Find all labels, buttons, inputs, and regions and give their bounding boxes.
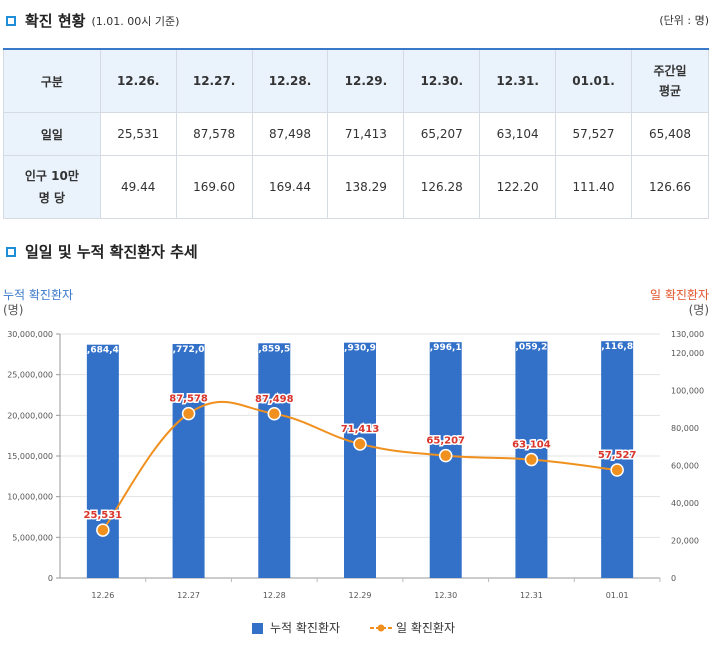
line-data-label: 63,104 [512,440,551,451]
table-cell: 169.44 [251,155,329,219]
table-cell: 87,578 [175,112,253,156]
line-data-label: 71,413 [341,424,380,435]
legend-label-cumulative: 누적 확진환자 [270,621,340,635]
bar-cumulative [344,342,376,578]
col-header: 12.30. [403,48,481,113]
bar-data-label: 28,996,169 [417,343,474,353]
bar-data-label: 28,684,473 [74,346,131,356]
table-cell: 138.29 [327,155,405,219]
status-table: 구분 12.26. 12.27. 12.28. 12.29. 12.30. 12… [3,48,709,219]
table-cell: 65,408 [631,112,709,156]
table-row: 인구 10만 명 당 49.44 169.60 169.44 138.29 12… [3,155,709,219]
table-cell: 57,527 [555,112,632,156]
bar-data-label: 28,930,962 [332,344,389,354]
left-tick-label: 10,000,000 [7,493,53,502]
row-header: 인구 10만 명 당 [3,155,101,219]
left-tick-label: 0 [48,574,53,583]
line-data-label: 65,207 [426,436,465,447]
table-cell: 49.44 [99,155,177,219]
table-corner-cell: 구분 [3,48,101,113]
table-cell: 126.28 [403,155,481,219]
line-data-label: 25,531 [84,510,123,521]
col-header: 12.27. [175,48,253,113]
daily-point [438,448,453,463]
section-title-status: 확진 현황 (1.01. 00시 기준) [6,10,179,31]
table-cell: 71,413 [327,112,405,156]
legend-swatch-dot [377,624,385,632]
bar-data-label: 28,772,051 [160,345,217,355]
table-cell: 122.20 [479,155,557,219]
right-tick-label: 20,000 [671,536,699,545]
left-tick-label: 20,000,000 [7,411,53,420]
x-tick-label: 12.26 [91,591,114,600]
x-tick-label: 12.30 [434,591,457,600]
col-header-weekly-avg: 주간일 평균 [631,48,709,113]
bar-cumulative [258,343,291,578]
table-cell: 126.66 [631,155,709,219]
right-tick-label: 130,000 [671,330,704,339]
bar-cumulative [86,344,119,578]
bar-cumulative [601,341,634,578]
right-tick-label: 60,000 [671,461,699,470]
left-axis-title: 누적 확진환자 [3,288,73,302]
x-tick-label: 12.27 [177,591,200,600]
trend-chart: 누적 확진환자 (명) 일 확진환자 (명) 0 5,000,000 10,000,… [3,288,709,635]
unit-label: (단위 : 명) [659,14,709,27]
line-data-label: 87,578 [169,394,208,405]
section-subtitle: (1.01. 00시 기준) [91,14,180,28]
section-title-text: 확진 현황 [25,12,86,30]
x-tick-label: 12.31 [520,591,543,600]
right-tick-label: 100,000 [671,386,704,395]
table-cell: 111.40 [555,155,632,219]
section-square-icon [6,246,16,257]
right-axis-unit: (명) [689,303,709,317]
line-data-label: 57,527 [598,450,637,461]
col-header: 12.28. [251,48,329,113]
left-axis-unit: (명) [3,303,23,317]
bar-data-label: 29,116,800 [589,342,646,352]
col-header: 12.26. [99,48,177,113]
bar-data-label: 28,859,549 [246,344,303,354]
table-header-row: 구분 12.26. 12.27. 12.28. 12.29. 12.30. 12… [3,48,709,113]
row-header: 일일 [3,112,101,156]
daily-point [181,406,196,421]
x-tick-label: 12.28 [263,591,286,600]
left-tick-label: 5,000,000 [12,533,53,542]
section-title-text: 일일 및 누적 확진환자 추세 [25,243,198,261]
line-data-label: 87,498 [255,394,294,405]
x-tick-label: 01.01 [606,591,629,600]
bar-cumulative [172,343,205,578]
x-tick-label: 12.29 [349,591,372,600]
daily-point [353,437,367,451]
table-cell: 63,104 [479,112,557,156]
left-tick-label: 30,000,000 [7,330,53,339]
daily-point [267,407,282,421]
section-title-trend: 일일 및 누적 확진환자 추세 [6,241,198,262]
right-tick-label: 120,000 [671,349,704,358]
col-header: 12.29. [327,48,405,113]
table-cell: 65,207 [403,112,481,156]
daily-point [610,463,624,477]
table-row: 일일 25,531 87,578 87,498 71,413 65,207 63… [3,112,709,156]
right-tick-label: 0 [671,574,676,583]
left-tick-label: 15,000,000 [7,452,53,461]
right-tick-label: 40,000 [671,499,699,508]
col-header: 12.31. [479,48,557,113]
bar-data-label: 29,059,273 [503,343,560,353]
left-tick-label: 25,000,000 [7,371,53,380]
col-header: 01.01. [555,48,632,113]
table-cell: 87,498 [251,112,329,156]
daily-point [524,452,539,467]
legend-label-daily: 일 확진환자 [396,621,455,635]
table-cell: 169.60 [175,155,253,219]
right-axis-title: 일 확진환자 [650,288,709,302]
section-square-icon [6,15,16,26]
legend-swatch-bar [252,623,263,634]
table-cell: 25,531 [99,112,177,156]
daily-point [96,523,110,537]
right-tick-label: 80,000 [671,424,699,433]
